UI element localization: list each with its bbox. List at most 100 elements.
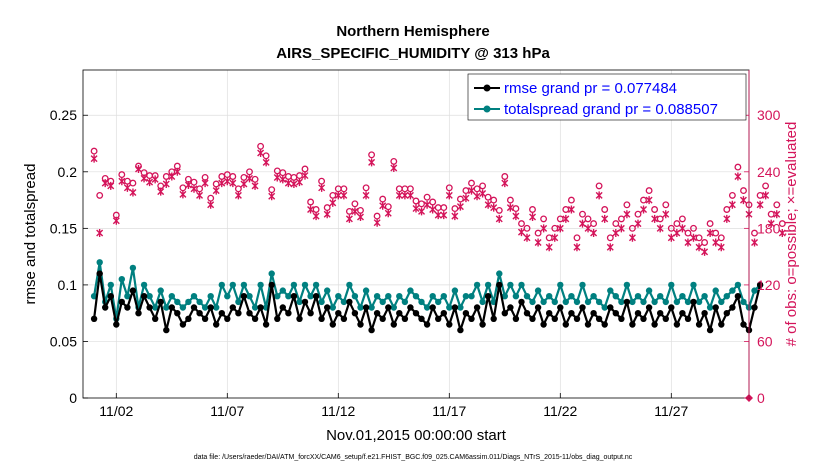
totalspread-point <box>573 298 581 306</box>
obs-evaluated-point <box>212 186 220 195</box>
obs-evaluated-point <box>684 238 692 247</box>
obs-possible-point <box>640 196 647 204</box>
rmse-point <box>368 326 375 334</box>
rmse-point <box>440 310 447 317</box>
rmse-point <box>335 310 342 317</box>
totalspread-point <box>418 298 425 306</box>
obs-possible-point <box>678 215 686 223</box>
totalspread-point <box>618 298 625 306</box>
obs-evaluated-point <box>173 167 181 176</box>
obs-evaluated-point <box>295 178 303 187</box>
totalspread-point <box>179 304 187 311</box>
y-right-tick-label: 120 <box>757 277 781 293</box>
totalspread-point <box>396 293 403 300</box>
obs-evaluated-point <box>107 181 115 190</box>
obs-evaluated-point <box>406 191 414 200</box>
totalspread-point <box>373 293 381 300</box>
obs-evaluated-point <box>778 229 786 238</box>
rmse-point <box>645 304 653 311</box>
obs-evaluated-point <box>490 203 498 212</box>
obs-possible-point <box>523 224 531 232</box>
obs-evaluated-point <box>678 224 686 233</box>
obs-possible-point <box>490 196 498 204</box>
obs-possible-point <box>329 191 337 199</box>
totalspread-point <box>695 298 703 306</box>
obs-evaluated-point <box>234 191 242 200</box>
rmse-point <box>490 315 497 322</box>
obs-possible-point <box>623 201 631 209</box>
totalspread-point <box>679 293 686 300</box>
obs-possible-point <box>712 229 720 237</box>
rmse-point <box>118 298 126 306</box>
rmse-point <box>756 281 764 289</box>
obs-possible-point <box>518 220 525 228</box>
obs-possible-point <box>606 234 614 242</box>
obs-possible-point <box>728 191 736 199</box>
rmse-point <box>679 310 686 317</box>
obs-possible-point <box>368 151 376 159</box>
rmse-point <box>451 304 459 311</box>
obs-evaluated-point <box>440 211 448 220</box>
obs-evaluated-point <box>545 243 553 252</box>
obs-possible-point <box>484 193 492 201</box>
obs-evaluated-point <box>140 174 148 183</box>
totalspread-point <box>673 298 681 306</box>
totalspread-point <box>546 293 553 300</box>
obs-evaluated-point <box>556 224 564 233</box>
rmse-point <box>690 298 697 306</box>
obs-evaluated-point <box>456 202 464 211</box>
obs-possible-point <box>584 215 592 223</box>
obs-evaluated-point <box>146 178 154 187</box>
totalspread-point <box>157 287 164 294</box>
obs-evaluated-point <box>540 224 548 233</box>
rmse-point <box>174 310 181 317</box>
rmse-point <box>557 304 564 311</box>
rmse-point <box>185 315 192 322</box>
obs-evaluated-point <box>257 148 265 157</box>
totalspread-point <box>657 293 664 300</box>
obs-evaluated-point <box>523 233 531 242</box>
obs-possible-point <box>634 210 642 218</box>
obs-evaluated-point <box>529 213 537 222</box>
rmse-point <box>662 315 669 322</box>
totalspread-point <box>423 304 431 311</box>
obs-evaluated-point <box>423 200 431 209</box>
y-axis-label-left: rmse and totalspread <box>22 164 39 305</box>
obs-evaluated-point <box>357 213 364 222</box>
rmse-point <box>307 310 314 317</box>
totalspread-point <box>523 293 531 300</box>
obs-evaluated-point <box>196 191 204 200</box>
obs-evaluated-point <box>739 196 747 205</box>
rmse-point <box>601 321 608 328</box>
rmse-point <box>240 293 248 300</box>
obs-evaluated-point <box>129 188 137 197</box>
rmse-point <box>651 321 658 328</box>
y-tick-label: 0.25 <box>50 107 77 123</box>
obs-evaluated-point <box>512 212 520 221</box>
x-tick-label: 11/02 <box>99 403 133 419</box>
obs-evaluated-point <box>184 180 192 189</box>
totalspread-point <box>174 298 181 306</box>
obs-evaluated-point <box>101 179 109 188</box>
rmse-point <box>379 315 386 322</box>
rmse-point <box>668 304 675 311</box>
obs-evaluated-point <box>656 224 664 233</box>
totalspread-point <box>629 298 636 306</box>
totalspread-point <box>435 298 442 306</box>
rmse-point <box>362 304 370 311</box>
obs-possible-point <box>778 220 786 228</box>
totalspread-point <box>723 293 730 300</box>
totalspread-point <box>312 281 320 289</box>
rmse-point <box>107 293 115 300</box>
totalspread-point <box>623 281 631 289</box>
totalspread-point <box>279 287 286 294</box>
totalspread-point <box>734 281 742 289</box>
obs-possible-point <box>90 147 98 155</box>
rmse-point <box>224 315 231 322</box>
obs-possible-point <box>556 215 564 223</box>
totalspread-point <box>201 304 209 311</box>
totalspread-point <box>168 293 175 300</box>
x-tick-label: 11/17 <box>432 403 466 419</box>
obs-evaluated-point <box>495 214 503 223</box>
obs-evaluated-point <box>290 180 298 189</box>
